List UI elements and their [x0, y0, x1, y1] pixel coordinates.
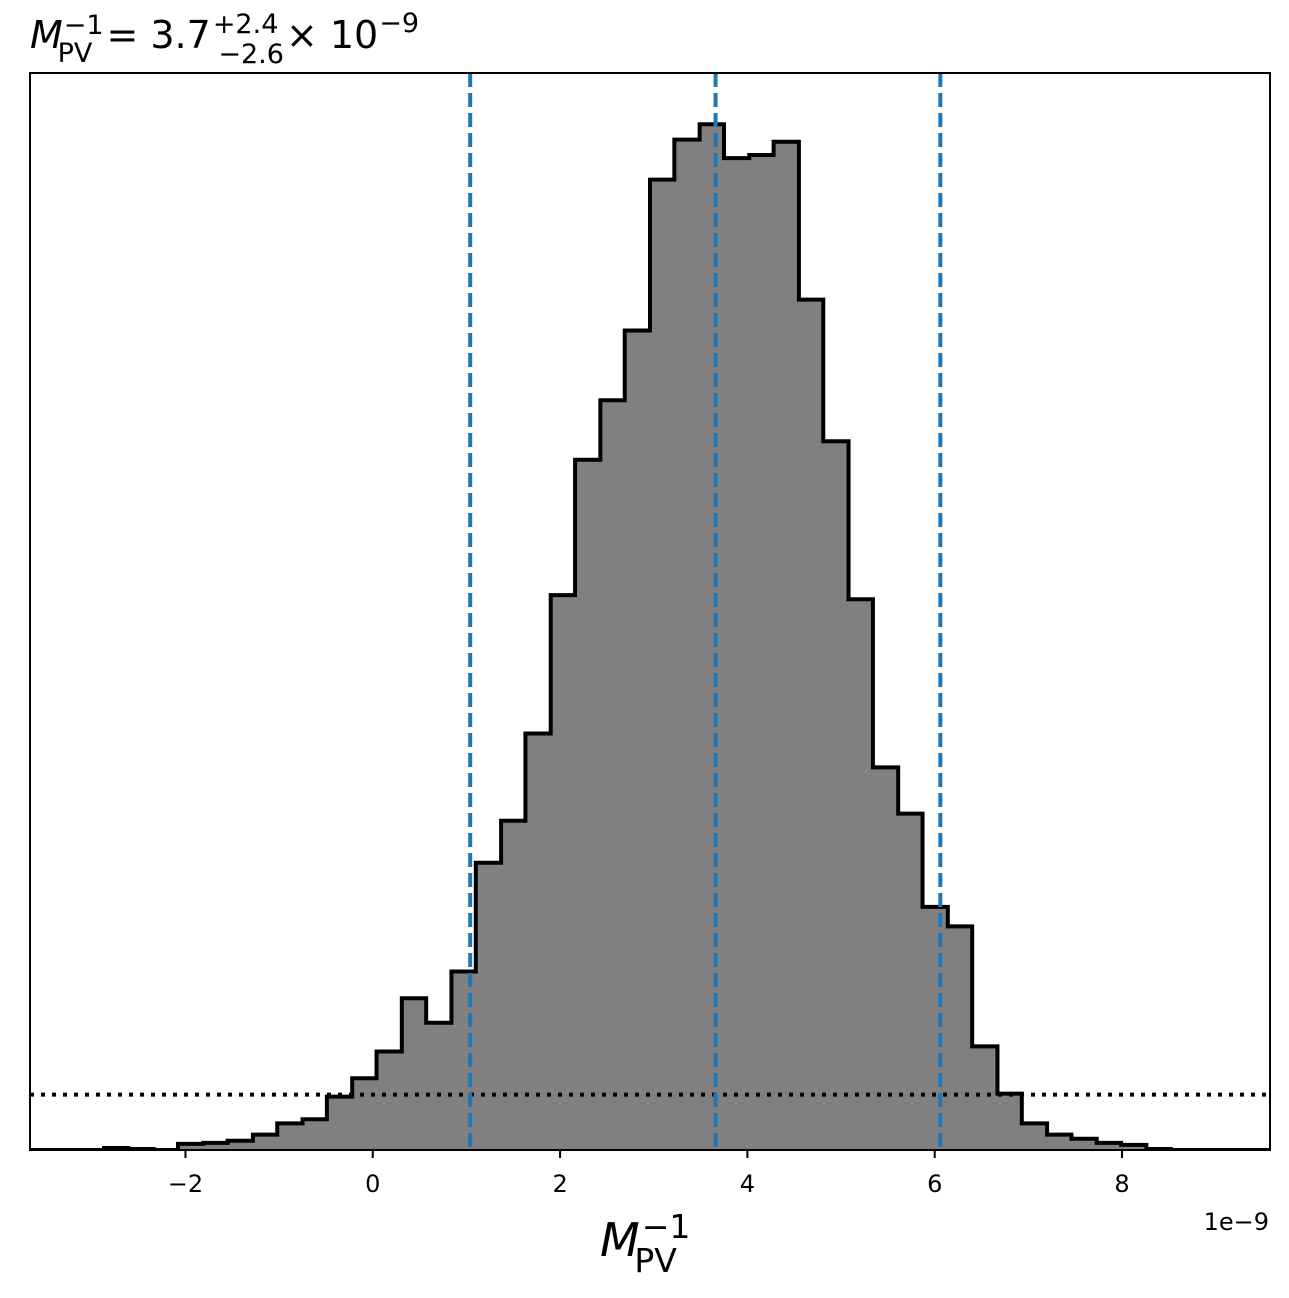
histogram-bar [624, 330, 651, 1150]
x-tick-label: −2 [168, 1170, 203, 1198]
histogram-bar [302, 1119, 328, 1150]
histogram-bar [922, 906, 949, 1150]
plot-area: −2 0 2 4 6 8 [29, 72, 1271, 1198]
x-tick-label: 2 [552, 1170, 567, 1198]
histogram-outline [30, 122, 1270, 1150]
histogram-bar [1096, 1142, 1122, 1150]
histogram-bar [872, 767, 899, 1150]
xlabel-symbol: M [600, 1213, 640, 1267]
histogram-bar [550, 595, 576, 1150]
x-axis-label: M−1 PV [600, 1207, 690, 1280]
histogram-bar [723, 158, 750, 1150]
histogram-bar [475, 862, 502, 1150]
histogram-bar [326, 1096, 353, 1150]
histogram-bar [823, 441, 850, 1150]
histogram-bar [749, 155, 775, 1150]
title-equals-value: = 3.7 [94, 13, 210, 57]
histogram-bar [451, 971, 477, 1150]
histogram-bar [376, 1051, 403, 1150]
histogram-bar [773, 141, 800, 1150]
histogram-bar [203, 1142, 229, 1150]
plot-frame [29, 72, 1271, 1151]
x-tick-label: 6 [927, 1170, 942, 1198]
histogram-bar [898, 813, 924, 1150]
x-tick-label: 4 [740, 1170, 755, 1198]
histogram-bar [997, 1093, 1023, 1150]
histogram-bar [252, 1134, 278, 1150]
x-tick-label: 0 [365, 1170, 380, 1198]
histogram-bar [674, 139, 701, 1150]
chart-title: M−1 PV = 3.7+2.4 −2.6× 10−9 [30, 8, 419, 70]
histogram-bar [600, 400, 626, 1150]
histogram-bar [947, 926, 973, 1150]
histogram-bar [1021, 1123, 1048, 1150]
x-tick-label: 8 [1114, 1170, 1129, 1198]
histogram-bar [1071, 1138, 1098, 1150]
histogram-bar [650, 179, 675, 1150]
histogram-bar [1121, 1144, 1147, 1150]
title-symbol: M [30, 13, 63, 57]
xlabel-superscript: −1 [642, 1207, 691, 1246]
histogram-bar [575, 459, 601, 1150]
histogram-bar [972, 1046, 999, 1150]
histogram-bar [1047, 1134, 1073, 1150]
histogram-bar [227, 1140, 254, 1150]
title-subscript: PV [58, 38, 93, 69]
histogram-bar [848, 599, 874, 1150]
histogram-bar [699, 124, 725, 1150]
histogram-bar [426, 1022, 453, 1150]
title-error-minus: −2.6 [218, 39, 284, 70]
histogram-bar [401, 998, 427, 1150]
axis-offset-label: 1e−9 [1204, 1208, 1269, 1236]
histogram-bar [277, 1123, 304, 1150]
title-error-plus: +2.4 [213, 9, 279, 40]
title-times-ten: × 10 [286, 13, 378, 57]
histogram-bar [798, 299, 824, 1150]
histogram-bar [501, 820, 527, 1150]
title-superscript: −1 [64, 10, 104, 41]
title-exponent: −9 [379, 8, 419, 39]
histogram-bar [525, 733, 552, 1150]
histogram-bar [352, 1078, 378, 1150]
xlabel-subscript: PV [634, 1241, 677, 1280]
histogram-bar [177, 1143, 204, 1150]
